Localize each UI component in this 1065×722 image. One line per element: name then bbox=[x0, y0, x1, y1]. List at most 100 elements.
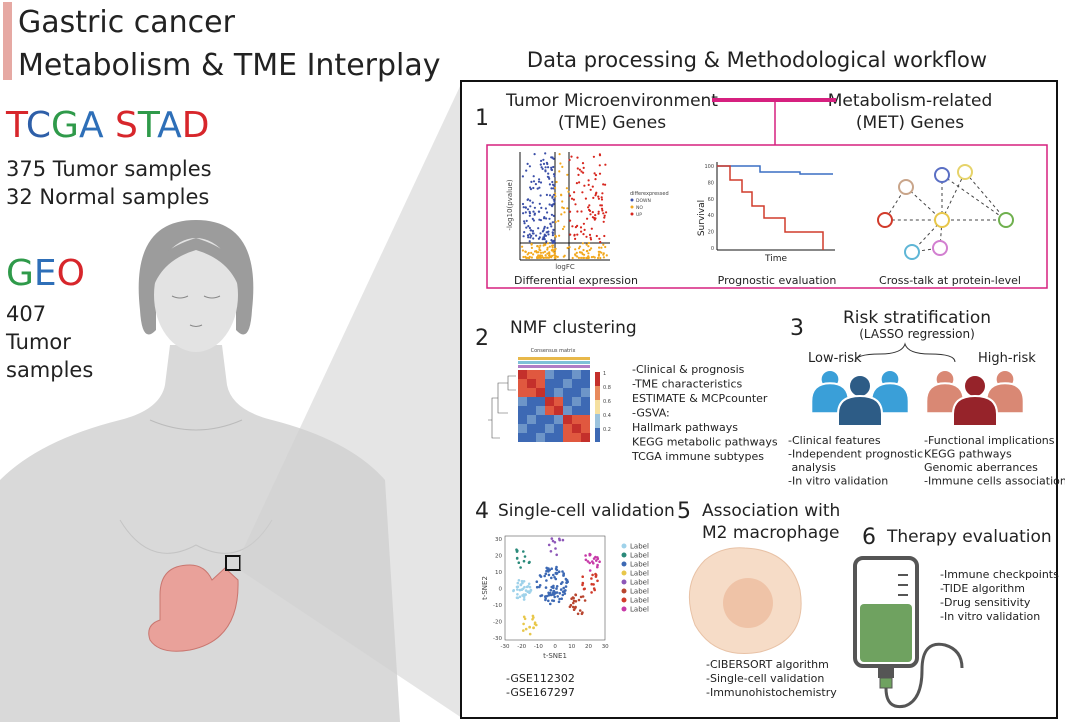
volcano-dot bbox=[574, 248, 577, 251]
volcano-dot bbox=[568, 194, 572, 197]
volcano-dot bbox=[521, 202, 525, 206]
scale-label: 1 bbox=[603, 371, 606, 377]
tsne-dot bbox=[535, 585, 539, 589]
volcano-dot bbox=[589, 213, 592, 216]
volcano-dot bbox=[530, 242, 533, 246]
tsne-dot bbox=[596, 557, 600, 560]
person-head bbox=[963, 374, 987, 398]
volcano-dot bbox=[587, 245, 590, 248]
tsne-dot bbox=[577, 598, 581, 602]
volcano-dot bbox=[585, 256, 588, 260]
heatmap-cell bbox=[545, 415, 554, 424]
tsne-dot bbox=[583, 599, 587, 602]
axis-label: Time bbox=[764, 254, 787, 264]
tsne-dot bbox=[561, 570, 564, 573]
volcano-dot bbox=[568, 246, 571, 249]
tsne-dot bbox=[543, 574, 546, 578]
step-number: 2 bbox=[475, 326, 489, 351]
letter: T bbox=[137, 105, 161, 146]
tsne-dot bbox=[539, 575, 543, 578]
volcano-dot bbox=[554, 220, 557, 224]
tsne-dot bbox=[583, 587, 586, 591]
volcano-dot bbox=[523, 231, 526, 234]
volcano-dot bbox=[529, 186, 532, 189]
volcano-dot bbox=[551, 244, 554, 247]
heatmap-cell bbox=[581, 397, 590, 406]
fluid bbox=[860, 604, 912, 662]
volcano-dot bbox=[526, 256, 530, 259]
network-node bbox=[957, 164, 973, 180]
tsne-dot bbox=[596, 579, 599, 583]
legend-label: Label bbox=[630, 606, 649, 614]
heatmap-cell bbox=[554, 379, 563, 388]
volcano-dot bbox=[598, 154, 602, 157]
volcano-dot bbox=[532, 237, 535, 240]
stomach bbox=[148, 564, 239, 652]
volcano-dot bbox=[587, 206, 590, 209]
list-item: -Clinical & prognosis bbox=[632, 363, 745, 376]
volcano-dot bbox=[531, 229, 535, 233]
volcano-dot bbox=[552, 228, 555, 231]
heatmap-cell bbox=[545, 433, 554, 442]
volcano-dot bbox=[525, 219, 528, 222]
volcano-dot bbox=[602, 220, 605, 223]
list-item: -Immune cells association bbox=[924, 475, 1065, 488]
tick-label: 80 bbox=[708, 180, 714, 186]
heatmap-cell bbox=[572, 415, 581, 424]
tsne-dot bbox=[529, 588, 533, 592]
volcano-dot bbox=[542, 162, 546, 165]
volcano-dot bbox=[596, 256, 600, 260]
step-title: Therapy evaluation bbox=[886, 527, 1052, 547]
item-list: -Immune checkpoints-TIDE algorithm-Drug … bbox=[940, 568, 1059, 623]
tsne-dot bbox=[531, 618, 534, 621]
tsne-dot bbox=[544, 595, 547, 598]
letter: S bbox=[115, 105, 138, 146]
tsne-dot bbox=[554, 571, 558, 575]
axis-label: t-SNE2 bbox=[481, 576, 489, 600]
volcano-dot bbox=[544, 169, 547, 172]
volcano-dot bbox=[527, 236, 530, 239]
volcano-dot bbox=[536, 187, 539, 190]
network-nodes bbox=[877, 164, 1014, 260]
tick-label: 0 bbox=[499, 587, 503, 593]
volcano-dot bbox=[551, 231, 555, 235]
volcano-dot bbox=[549, 255, 552, 258]
tsne-dot bbox=[522, 550, 525, 553]
tsne-dot bbox=[522, 598, 526, 601]
tsne-dot bbox=[547, 543, 551, 547]
tick-label: -10 bbox=[493, 603, 502, 609]
tsne-dot bbox=[563, 589, 566, 593]
volcano-dot bbox=[575, 251, 578, 254]
volcano-dot bbox=[599, 256, 602, 260]
list-item: Genomic aberrances bbox=[924, 461, 1038, 474]
volcano-dot bbox=[563, 211, 566, 214]
volcano-dot bbox=[551, 246, 554, 249]
tick-label: 40 bbox=[708, 213, 714, 219]
volcano-dot bbox=[593, 172, 596, 175]
list-item: KEGG metabolic pathways bbox=[632, 436, 778, 449]
tick-label: -10 bbox=[534, 644, 543, 650]
tsne-dot bbox=[527, 590, 531, 593]
volcano-dot bbox=[579, 226, 583, 229]
network-node bbox=[934, 167, 950, 183]
step-title: Risk stratification bbox=[843, 308, 991, 328]
tsne-dot bbox=[596, 565, 599, 569]
title-accent bbox=[3, 2, 12, 80]
tsne-dot bbox=[549, 602, 552, 606]
volcano-dot bbox=[539, 163, 542, 166]
volcano-dot bbox=[566, 207, 569, 210]
gene-set: (MET) Genes bbox=[856, 113, 964, 133]
tsne-dot bbox=[574, 605, 577, 609]
tsne-dot bbox=[557, 570, 561, 573]
volcano-dot bbox=[521, 249, 525, 252]
step-title: Association with bbox=[702, 501, 840, 521]
volcano-dot bbox=[544, 254, 547, 257]
volcano-dot bbox=[589, 188, 592, 191]
volcano-dot bbox=[548, 203, 551, 206]
volcano-dot bbox=[532, 180, 536, 183]
tsne-dot bbox=[519, 566, 522, 569]
volcano-dot bbox=[593, 216, 596, 220]
legend-swatch bbox=[621, 588, 627, 594]
survival-curve bbox=[717, 165, 824, 250]
plot-frame bbox=[504, 535, 606, 641]
